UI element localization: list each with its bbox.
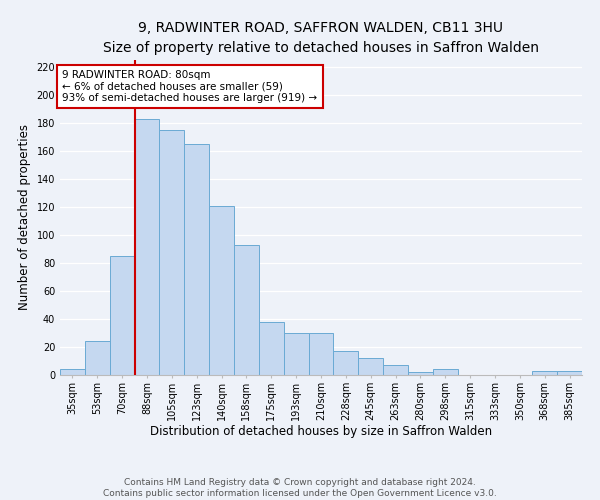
Bar [284, 333, 308, 375]
Bar [110, 256, 134, 375]
Y-axis label: Number of detached properties: Number of detached properties [18, 124, 31, 310]
Bar [209, 206, 234, 375]
Bar [160, 130, 184, 375]
Bar [134, 119, 160, 375]
Bar [184, 144, 209, 375]
Bar [60, 370, 85, 375]
Bar [358, 358, 383, 375]
Text: Contains HM Land Registry data © Crown copyright and database right 2024.
Contai: Contains HM Land Registry data © Crown c… [103, 478, 497, 498]
Bar [433, 370, 458, 375]
Bar [532, 371, 557, 375]
Bar [308, 333, 334, 375]
Bar [334, 351, 358, 375]
Text: 9 RADWINTER ROAD: 80sqm
← 6% of detached houses are smaller (59)
93% of semi-det: 9 RADWINTER ROAD: 80sqm ← 6% of detached… [62, 70, 317, 103]
Bar [259, 322, 284, 375]
Bar [85, 342, 110, 375]
Bar [234, 245, 259, 375]
Bar [557, 371, 582, 375]
Bar [408, 372, 433, 375]
Title: 9, RADWINTER ROAD, SAFFRON WALDEN, CB11 3HU
Size of property relative to detache: 9, RADWINTER ROAD, SAFFRON WALDEN, CB11 … [103, 21, 539, 54]
Bar [383, 365, 408, 375]
X-axis label: Distribution of detached houses by size in Saffron Walden: Distribution of detached houses by size … [150, 426, 492, 438]
